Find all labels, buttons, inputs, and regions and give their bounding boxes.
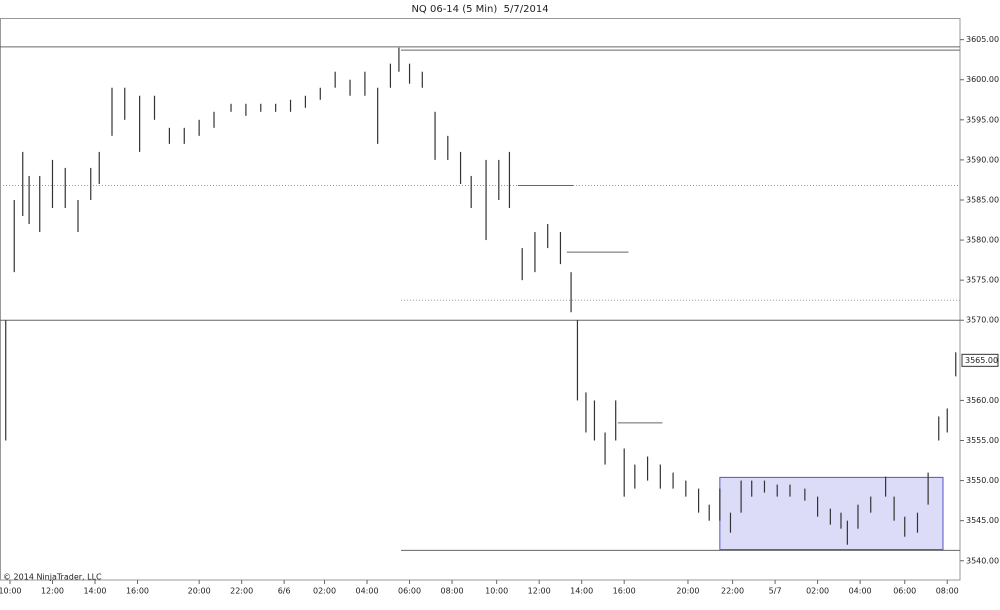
- x-tick-label: 12:00: [41, 587, 64, 596]
- x-tick-label: 06:00: [398, 587, 421, 596]
- plot-frame: [0, 18, 961, 581]
- x-tick-label: 16:00: [613, 587, 636, 596]
- y-tick-label: 3600.00: [966, 75, 999, 84]
- x-tick-label: 12:00: [528, 587, 551, 596]
- range-box: [719, 476, 944, 551]
- x-tick-label: 14:00: [570, 587, 593, 596]
- x-tick-label: 10:00: [485, 587, 508, 596]
- x-tick-label: 22:00: [230, 587, 253, 596]
- y-tick-label: 3545.00: [966, 516, 999, 525]
- x-tick-label: 14:00: [83, 587, 106, 596]
- y-tick-label: 3585.00: [966, 195, 999, 204]
- x-tick-label: 06:00: [893, 587, 916, 596]
- y-tick-label: 3555.00: [966, 436, 999, 445]
- x-tick-label: 20:00: [676, 587, 699, 596]
- y-tick-label: 3595.00: [966, 115, 999, 124]
- x-tick-label: 5/7: [769, 587, 782, 596]
- copyright: © 2014 NinjaTrader, LLC: [3, 573, 102, 582]
- y-tick-label: 3575.00: [966, 276, 999, 285]
- y-tick-label: 3580.00: [966, 236, 999, 245]
- y-tick-label: 3570.00: [966, 316, 999, 325]
- x-tick-label: 02:00: [806, 587, 829, 596]
- x-tick-label: 16:00: [126, 587, 149, 596]
- x-tick-label: 04:00: [356, 587, 379, 596]
- y-tick-label: 3540.00: [966, 556, 999, 565]
- x-tick-label: 22:00: [721, 587, 744, 596]
- x-tick-label: 6/6: [278, 587, 291, 596]
- y-tick-label: 3605.00: [966, 35, 999, 44]
- last-price-label: 3565.00: [965, 356, 998, 365]
- x-tick-label: 04:00: [849, 587, 872, 596]
- chart-title: NQ 06-14 (5 Min) 5/7/2014: [411, 4, 548, 15]
- x-tick-label: 08:00: [441, 587, 464, 596]
- x-tick-label: 08:00: [936, 587, 959, 596]
- x-tick-label: 10:00: [0, 587, 22, 596]
- y-tick-label: 3590.00: [966, 155, 999, 164]
- y-tick-label: 3550.00: [966, 476, 999, 485]
- x-tick-label: 20:00: [188, 587, 211, 596]
- last-price-box: [961, 353, 999, 367]
- y-tick-label: 3560.00: [966, 396, 999, 405]
- x-tick-label: 02:00: [313, 587, 336, 596]
